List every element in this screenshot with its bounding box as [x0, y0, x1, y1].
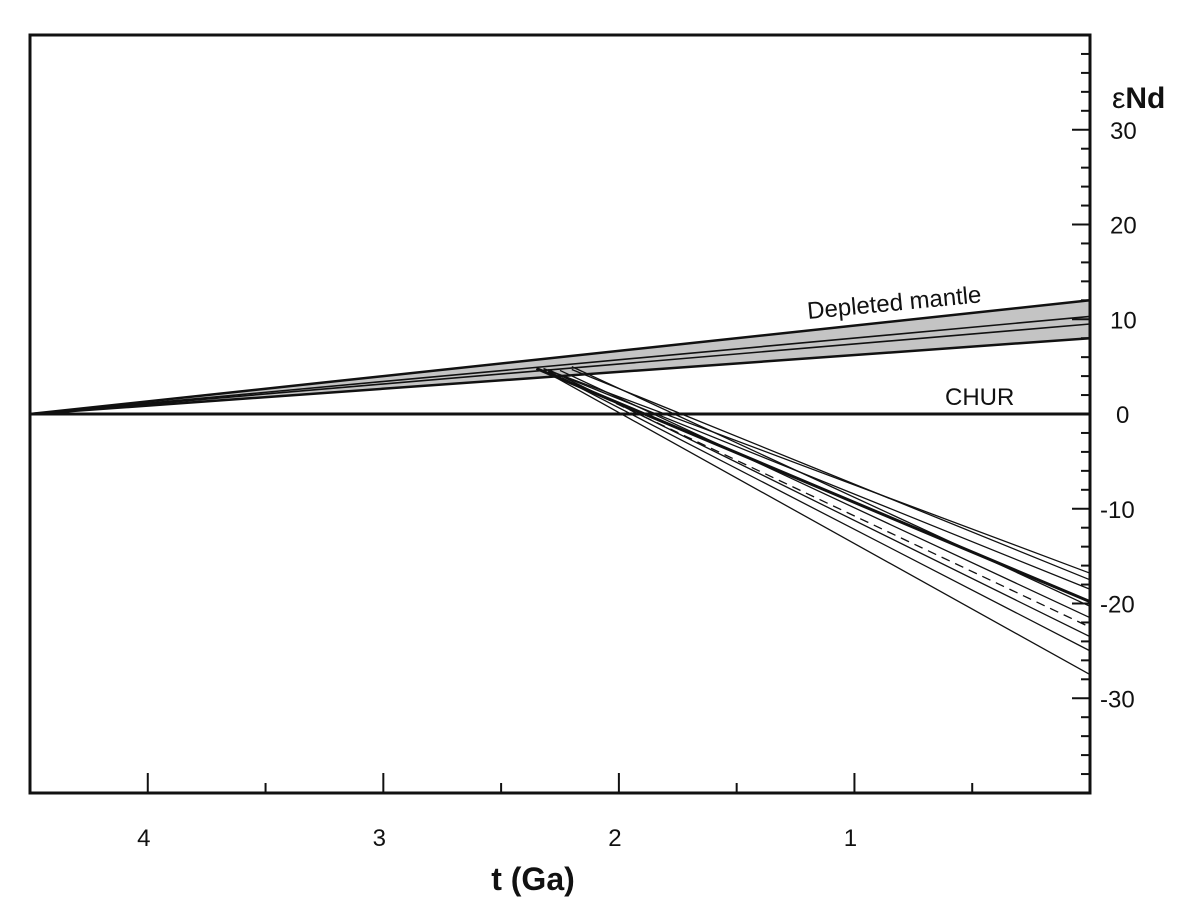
evolution-line-9	[547, 370, 1091, 652]
evolution-line-5	[571, 366, 1091, 607]
y-axis-title-main: Nd	[1125, 82, 1165, 115]
plot-lines	[30, 366, 1091, 676]
depleted-mantle-line-1	[29, 299, 1091, 416]
axis-ticks	[29, 52, 1090, 793]
y-axis-title: εNd	[1112, 82, 1165, 115]
y-tick-label-0: 0	[1116, 402, 1129, 429]
evolution-line-6	[559, 369, 1091, 619]
depleted-mantle-line-2	[29, 315, 1091, 415]
x-tick-label-2: 2	[608, 825, 621, 852]
y-tick-label-neg20: -20	[1100, 592, 1135, 619]
evolution-line-4	[535, 367, 1091, 603]
tick-labels: 4 3 2 1 30 20 10 0 -10 -20 -30	[137, 118, 1137, 852]
x-tick-label-4: 4	[137, 825, 150, 852]
evolution-line-10	[547, 372, 1091, 676]
y-axis-title-prefix: ε	[1112, 82, 1125, 115]
annotation-chur: CHUR	[945, 384, 1014, 411]
depleted-mantle-band	[29, 299, 1091, 416]
evolution-line-1	[543, 367, 1091, 574]
x-tick-label-3: 3	[373, 825, 386, 852]
evolution-line-2	[571, 368, 1091, 581]
depleted-mantle-line-4	[29, 336, 1091, 416]
depleted-mantle-line-3	[29, 323, 1091, 415]
evolution-line-7	[547, 370, 1091, 628]
y-tick-label-10: 10	[1110, 307, 1137, 334]
y-tick-label-neg10: -10	[1100, 497, 1135, 524]
x-axis-title: t (Ga)	[491, 861, 575, 897]
y-tick-label-30: 30	[1110, 118, 1137, 145]
evolution-line-8	[547, 368, 1091, 638]
x-tick-label-1: 1	[844, 825, 857, 852]
y-tick-label-neg30: -30	[1100, 686, 1135, 713]
y-tick-label-20: 20	[1110, 213, 1137, 240]
